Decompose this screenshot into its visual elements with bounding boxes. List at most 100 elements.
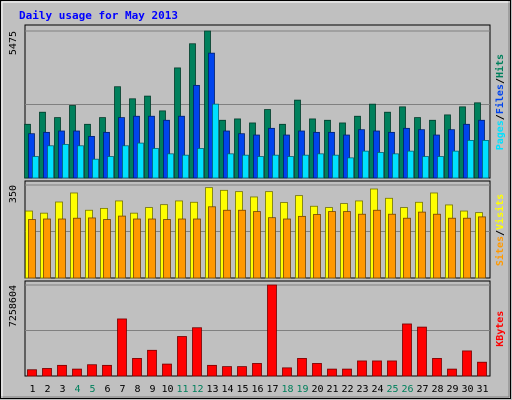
legend-entry: Pages: [495, 120, 506, 150]
bar-kbytes-day-1: [27, 369, 37, 377]
bar-sites-day-13: [208, 206, 216, 279]
bar-sites-day-31: [478, 216, 486, 279]
bar-kbytes-day-9: [147, 349, 157, 377]
bar-kbytes-day-12: [192, 327, 202, 377]
bar-pages-day-25: [392, 153, 399, 179]
x-tick-label-day-23: 23: [356, 384, 368, 395]
bar-files-day-22: [343, 134, 350, 179]
x-tick-label-day-7: 7: [119, 384, 125, 395]
bar-sites-day-21: [328, 211, 336, 279]
bar-pages-day-27: [422, 156, 429, 179]
x-tick-label-day-8: 8: [134, 384, 140, 395]
bar-files-day-12: [193, 84, 200, 179]
x-tick-label-day-31: 31: [476, 384, 488, 395]
bar-kbytes-day-13: [207, 364, 217, 377]
bar-kbytes-day-11: [177, 336, 187, 377]
bar-sites-day-15: [238, 209, 246, 279]
bar-sites-day-1: [28, 219, 36, 279]
bar-files-day-19: [298, 130, 305, 179]
bar-sites-day-4: [73, 217, 81, 279]
bar-sites-day-5: [88, 217, 96, 279]
bar-pages-day-9: [152, 148, 159, 179]
x-tick-label-day-18: 18: [281, 384, 293, 395]
series-legend: KBytes: [495, 311, 506, 347]
series-legend: Pages/Files/Hits: [494, 54, 506, 150]
bar-kbytes-day-17: [267, 284, 277, 377]
bar-kbytes-day-24: [372, 360, 382, 377]
bar-files-day-5: [88, 135, 95, 179]
x-tick-label-day-17: 17: [266, 384, 278, 395]
bar-kbytes-day-8: [132, 358, 142, 377]
bar-sites-day-30: [463, 217, 471, 279]
bar-kbytes-day-14: [222, 366, 232, 377]
panel-kbytes: 7258604 KBytes: [8, 280, 506, 377]
bar-sites-day-2: [43, 218, 51, 279]
bar-sites-day-24: [373, 209, 381, 279]
x-tick-label-day-6: 6: [104, 384, 110, 395]
bar-sites-day-29: [448, 217, 456, 279]
y-max-label: 5475: [8, 31, 19, 55]
bar-kbytes-day-6: [102, 364, 112, 377]
bar-files-day-10: [163, 119, 170, 179]
bar-kbytes-day-21: [327, 368, 337, 377]
x-tick-label-day-30: 30: [461, 384, 473, 395]
x-tick-label-day-5: 5: [89, 384, 95, 395]
x-tick-label-day-9: 9: [149, 384, 155, 395]
legend-entry: Hits: [494, 54, 506, 78]
series-kbytes: [27, 284, 487, 377]
bar-pages-day-20: [317, 153, 324, 179]
bar-pages-day-18: [287, 156, 294, 179]
legend-entry: /: [495, 230, 506, 236]
x-tick-label-day-20: 20: [311, 384, 323, 395]
y-max-label: 7258604: [8, 285, 19, 327]
bar-kbytes-day-15: [237, 366, 247, 377]
bar-pages-day-13: [212, 103, 219, 179]
bar-pages-day-1: [32, 156, 39, 179]
x-tick-label-day-15: 15: [236, 384, 248, 395]
legend-entry: KBytes: [495, 311, 506, 347]
bar-files-day-17: [268, 127, 275, 179]
x-tick-label-day-22: 22: [341, 384, 353, 395]
bar-sites-day-23: [358, 213, 366, 279]
bar-sites-day-25: [388, 213, 396, 279]
bar-kbytes-day-7: [117, 318, 127, 377]
bar-pages-day-23: [362, 150, 369, 179]
x-tick-label-day-10: 10: [161, 384, 173, 395]
bar-sites-day-18: [283, 218, 291, 279]
bar-pages-day-14: [227, 153, 234, 179]
bar-sites-day-19: [298, 215, 306, 279]
legend-entry: /: [495, 78, 506, 84]
bar-pages-day-16: [257, 156, 264, 179]
bar-pages-day-30: [467, 140, 474, 179]
x-tick-label-day-1: 1: [29, 384, 35, 395]
bar-sites-day-22: [343, 211, 351, 279]
panel-visits-sites: 350 Sites/Visits: [8, 180, 506, 279]
x-tick-label-day-4: 4: [74, 384, 80, 395]
series-files: [28, 52, 485, 179]
bar-pages-day-6: [107, 156, 114, 179]
bar-kbytes-day-28: [432, 358, 442, 377]
bar-pages-day-3: [62, 144, 69, 179]
bar-files-day-1: [28, 133, 35, 179]
bar-kbytes-day-20: [312, 363, 322, 377]
bar-pages-day-8: [137, 142, 144, 179]
bar-kbytes-day-16: [252, 363, 262, 377]
bar-sites-day-10: [163, 219, 171, 279]
bar-pages-day-19: [302, 154, 309, 179]
bar-sites-day-20: [313, 214, 321, 279]
bar-kbytes-day-3: [57, 364, 67, 377]
bar-sites-day-12: [193, 218, 201, 279]
bar-pages-day-2: [47, 145, 54, 179]
bar-kbytes-day-22: [342, 368, 352, 377]
series-legend: Sites/Visits: [494, 194, 506, 266]
bar-kbytes-day-19: [297, 358, 307, 377]
bar-sites-day-27: [418, 211, 426, 279]
bar-sites-day-14: [223, 209, 231, 279]
bar-sites-day-26: [403, 217, 411, 279]
x-tick-label-day-14: 14: [221, 384, 233, 395]
bar-pages-day-21: [332, 154, 339, 179]
bar-sites-day-9: [148, 218, 156, 279]
